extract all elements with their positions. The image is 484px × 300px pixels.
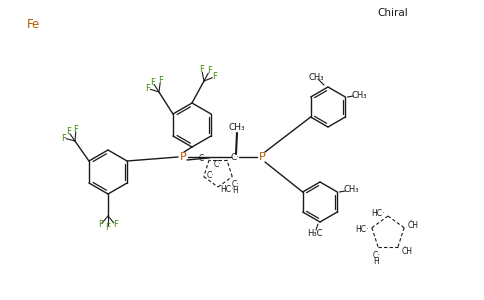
Text: C·: C·: [230, 152, 240, 161]
Text: C·: C·: [207, 171, 214, 180]
Text: HC·: HC·: [355, 225, 368, 234]
Text: CH₃: CH₃: [351, 91, 367, 100]
Text: CH₃: CH₃: [344, 185, 359, 194]
Text: H₃C: H₃C: [307, 229, 323, 238]
Text: ĊH: ĊH: [402, 247, 412, 256]
Text: ĊH: ĊH: [408, 221, 419, 230]
Text: P: P: [258, 152, 265, 162]
Text: C·: C·: [214, 160, 222, 169]
Text: F: F: [212, 72, 217, 81]
Text: F: F: [158, 76, 163, 85]
Text: Fe: Fe: [27, 19, 40, 32]
Text: HC·: HC·: [220, 184, 234, 194]
Text: F: F: [199, 65, 204, 74]
Text: H: H: [373, 257, 379, 266]
Text: C·: C·: [231, 180, 239, 189]
Text: F: F: [151, 78, 155, 87]
Text: C·: C·: [198, 154, 206, 164]
Text: F: F: [207, 66, 212, 75]
Text: F: F: [74, 125, 78, 134]
Text: F: F: [98, 220, 103, 229]
Text: P: P: [180, 152, 186, 162]
Text: F: F: [146, 84, 151, 93]
Text: F: F: [66, 127, 71, 136]
Text: H: H: [232, 186, 238, 195]
Text: HC·: HC·: [371, 209, 385, 218]
Text: Chiral: Chiral: [378, 8, 408, 18]
Text: F: F: [61, 134, 66, 142]
Text: F: F: [106, 223, 110, 232]
Text: CH₃: CH₃: [228, 122, 245, 131]
Text: C·: C·: [372, 251, 380, 260]
Text: CH₃: CH₃: [308, 73, 324, 82]
Text: F: F: [113, 220, 118, 229]
